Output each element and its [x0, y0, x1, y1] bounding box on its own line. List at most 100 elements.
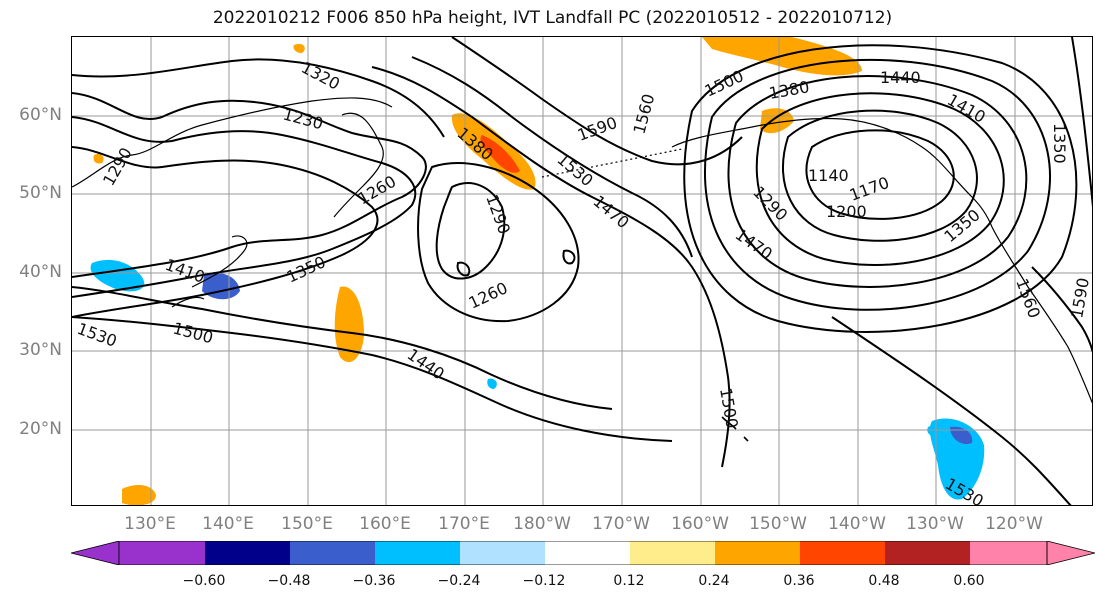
contour-label: 1350	[1050, 123, 1069, 164]
map-title: 2022010212 F006 850 hPa height, IVT Land…	[212, 8, 893, 28]
lat-label-60n: 60°N	[19, 105, 62, 125]
lon-label-170w: 170°W	[592, 514, 650, 534]
contour-label: 1140	[808, 166, 849, 185]
colorbar-tick-label: 0.48	[868, 573, 900, 589]
contour-label: 1530	[553, 150, 596, 191]
colorbar-segment	[290, 541, 375, 565]
contour-line	[456, 261, 471, 277]
contour-line	[782, 109, 978, 242]
ivt-negative-patch	[927, 425, 937, 437]
colorbar-tick-label: 0.24	[698, 573, 730, 589]
contour-line	[417, 162, 580, 323]
lat-label-50n: 50°N	[19, 183, 62, 203]
ivt-positive-patch	[122, 485, 156, 505]
colorbar-tick-label: 0.60	[953, 573, 985, 589]
contour-label: 1470	[732, 225, 776, 264]
colorbar	[71, 541, 1095, 565]
lon-label-150w: 150°W	[749, 514, 807, 534]
ivt-positive-core	[480, 135, 520, 173]
contour-line	[72, 286, 613, 410]
colorbar-tick-label: −0.60	[182, 573, 226, 589]
lon-label-120w: 120°W	[985, 514, 1043, 534]
colorbar-segment	[800, 541, 885, 565]
contour-line	[411, 56, 693, 258]
colorbar-segment	[885, 541, 970, 565]
contour-label: 1260	[355, 172, 400, 209]
contour-label: 1590	[575, 113, 620, 145]
colorbar-segment	[205, 541, 290, 565]
colorbar-segment	[119, 541, 205, 565]
colorbar-tick-label: −0.48	[267, 573, 311, 589]
colorbar-tick-label: 0.36	[783, 573, 815, 589]
contour-label: 1320	[298, 58, 343, 94]
contour-label: 1410	[944, 90, 989, 127]
lat-label-40n: 40°N	[19, 262, 62, 282]
contour-label: 1290	[482, 192, 514, 237]
graticule	[72, 37, 1092, 505]
colorbar-tick-label: −0.24	[437, 573, 481, 589]
colorbar-extend-min	[71, 541, 120, 565]
colorbar-extend-max	[1046, 541, 1095, 565]
colorbar-segment	[970, 541, 1047, 565]
contour-label: 1560	[630, 92, 659, 136]
contour-label: 1230	[281, 105, 325, 134]
colorbar-tick-label: −0.12	[522, 573, 566, 589]
contour-line	[562, 249, 576, 265]
contour-label: 1170	[847, 173, 892, 205]
contour-label: 1470	[589, 192, 632, 233]
kamchatka-coastline	[333, 112, 384, 218]
ivt-positive-patch	[93, 153, 104, 164]
contour-label: 1440	[880, 68, 921, 87]
ivt-positive-patch	[760, 108, 794, 134]
lon-label-130w: 130°W	[906, 514, 964, 534]
ivt-negative-patch	[487, 378, 497, 389]
colorbar-segment	[375, 541, 460, 565]
lon-label-160w: 160°W	[671, 514, 729, 534]
ivt-positive-patch	[334, 286, 364, 363]
alaska-coastline	[671, 117, 993, 228]
contour-line	[72, 92, 427, 278]
lon-label-140w: 140°W	[828, 514, 886, 534]
contour-label: 1500	[702, 66, 747, 100]
colorbar-segment	[630, 541, 715, 565]
contour-line	[72, 316, 673, 442]
lon-label-170e: 170°E	[438, 514, 490, 534]
north-america-coastline	[991, 226, 1092, 404]
colorbar-tick-label: 0.12	[613, 573, 645, 589]
contour-line	[371, 66, 731, 468]
contour-line	[72, 116, 417, 298]
contour-line	[727, 75, 1028, 288]
colorbar-segment	[715, 541, 800, 565]
colorbar-tick-label: −0.36	[352, 573, 396, 589]
contour-label: 1260	[466, 278, 511, 312]
contour-line	[755, 92, 1005, 266]
contour-label: 1590	[1067, 276, 1093, 319]
ivt-negative-core	[950, 426, 973, 445]
lat-label-30n: 30°N	[19, 340, 62, 360]
contour-line	[72, 58, 445, 138]
map-panel: 1320 1230 1290 1260 1410 1350 1530 1500 …	[71, 36, 1093, 506]
height-contours	[72, 37, 1092, 505]
lon-label-180w: 180°W	[513, 514, 571, 534]
contour-line	[1071, 37, 1092, 208]
contour-line	[703, 58, 1051, 311]
lon-label-150e: 150°E	[281, 514, 333, 534]
contour-line	[451, 37, 743, 166]
contour-line	[683, 44, 1078, 333]
contour-label: 1500	[716, 386, 742, 429]
lon-label-140e: 140°E	[202, 514, 254, 534]
contour-label: 1500	[171, 319, 215, 348]
contour-line	[435, 182, 506, 280]
contour-line	[831, 316, 1072, 505]
lat-label-20n: 20°N	[19, 419, 62, 439]
aleutian-chain	[541, 148, 683, 178]
colorbar-segment	[545, 541, 630, 565]
lon-label-130e: 130°E	[124, 514, 176, 534]
contour-label: 1530	[75, 319, 120, 351]
contour-label: 1380	[767, 77, 810, 103]
contour-line	[1031, 266, 1092, 353]
ivt-positive-patch	[293, 43, 305, 53]
ivt-negative-patch	[202, 272, 240, 300]
lon-label-160e: 160°E	[359, 514, 411, 534]
contour-line	[72, 146, 379, 318]
